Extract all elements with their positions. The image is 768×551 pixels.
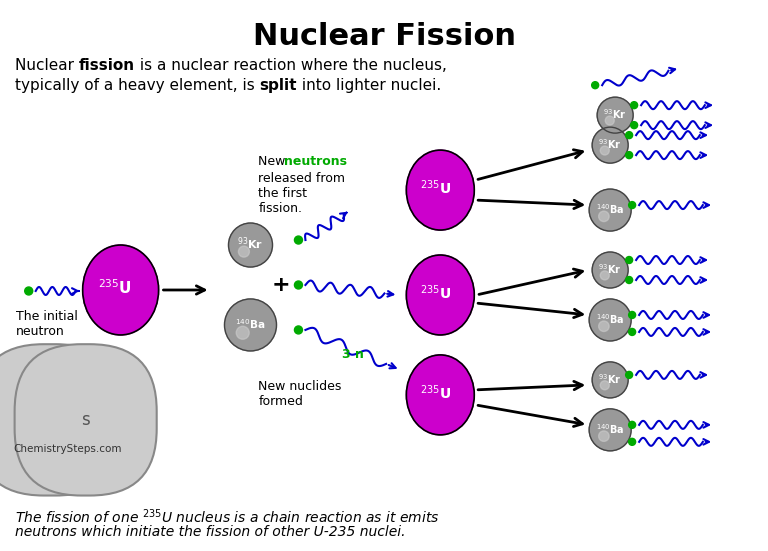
Text: released from: released from	[259, 172, 346, 185]
Circle shape	[294, 236, 303, 244]
Text: The initial
neutron: The initial neutron	[15, 310, 78, 338]
Text: $^{140}$Ba: $^{140}$Ba	[596, 202, 624, 216]
Text: s: s	[81, 411, 90, 429]
Circle shape	[629, 422, 636, 428]
Circle shape	[601, 381, 609, 390]
Circle shape	[626, 152, 633, 159]
Circle shape	[626, 257, 633, 263]
Ellipse shape	[406, 150, 475, 230]
Text: fission.: fission.	[259, 202, 303, 215]
Text: New: New	[259, 155, 290, 168]
Circle shape	[592, 252, 628, 288]
Text: ChemistrySteps.com: ChemistrySteps.com	[13, 444, 122, 454]
Circle shape	[294, 326, 303, 334]
Text: $^{93}$Kr: $^{93}$Kr	[598, 137, 622, 151]
Text: $^{235}$U: $^{235}$U	[419, 179, 451, 197]
Circle shape	[626, 371, 633, 379]
Circle shape	[629, 328, 636, 336]
Text: neutrons: neutrons	[284, 155, 347, 168]
Text: fission: fission	[78, 58, 134, 73]
Text: Nuclear: Nuclear	[15, 58, 78, 73]
Text: C: C	[44, 411, 56, 429]
Circle shape	[598, 321, 609, 332]
Circle shape	[598, 211, 609, 222]
Circle shape	[631, 102, 637, 109]
Circle shape	[592, 362, 628, 398]
Ellipse shape	[406, 355, 475, 435]
Text: $^{93}$Kr: $^{93}$Kr	[237, 236, 263, 252]
Ellipse shape	[406, 255, 475, 335]
Text: New nuclides
formed: New nuclides formed	[259, 380, 342, 408]
Circle shape	[294, 281, 303, 289]
Text: 3 n: 3 n	[343, 348, 364, 361]
Text: $^{235}$U: $^{235}$U	[98, 278, 132, 297]
Text: $^{93}$Kr: $^{93}$Kr	[598, 372, 622, 386]
Circle shape	[589, 299, 631, 341]
Text: $^{235}$U: $^{235}$U	[419, 383, 451, 402]
Text: +: +	[271, 275, 290, 295]
Circle shape	[592, 127, 628, 163]
Circle shape	[238, 246, 250, 257]
Circle shape	[626, 132, 633, 139]
Circle shape	[598, 97, 633, 133]
Circle shape	[591, 82, 599, 89]
FancyBboxPatch shape	[10, 379, 146, 455]
Text: split: split	[259, 78, 296, 93]
Circle shape	[589, 189, 631, 231]
Circle shape	[589, 409, 631, 451]
Text: $^{140}$Ba: $^{140}$Ba	[235, 317, 266, 331]
Circle shape	[629, 311, 636, 318]
Circle shape	[598, 431, 609, 441]
Text: The fission of one $^{235}$U nucleus is a chain reaction as it emits: The fission of one $^{235}$U nucleus is …	[15, 508, 439, 526]
Text: the first: the first	[259, 187, 307, 200]
Text: $^{93}$Kr: $^{93}$Kr	[604, 107, 627, 121]
Text: Nuclear Fission: Nuclear Fission	[253, 22, 516, 51]
Circle shape	[629, 202, 636, 209]
Circle shape	[229, 223, 273, 267]
Text: $^{140}$Ba: $^{140}$Ba	[596, 422, 624, 436]
Circle shape	[605, 116, 614, 125]
Text: is a nuclear reaction where the nucleus,: is a nuclear reaction where the nucleus,	[134, 58, 446, 73]
Circle shape	[25, 287, 33, 295]
Ellipse shape	[83, 245, 158, 335]
Circle shape	[631, 122, 637, 128]
Text: $^{140}$Ba: $^{140}$Ba	[596, 312, 624, 326]
Text: into lighter nuclei.: into lighter nuclei.	[296, 78, 441, 93]
Text: $^{93}$Kr: $^{93}$Kr	[598, 262, 622, 276]
Circle shape	[629, 439, 636, 445]
Circle shape	[237, 326, 249, 339]
Text: neutrons which initiate the fission of other U-235 nuclei.: neutrons which initiate the fission of o…	[15, 525, 406, 539]
Circle shape	[626, 277, 633, 284]
Circle shape	[224, 299, 276, 351]
Circle shape	[601, 271, 609, 280]
Text: $^{235}$U: $^{235}$U	[419, 284, 451, 302]
Text: typically of a heavy element, is: typically of a heavy element, is	[15, 78, 260, 93]
Circle shape	[601, 146, 609, 155]
